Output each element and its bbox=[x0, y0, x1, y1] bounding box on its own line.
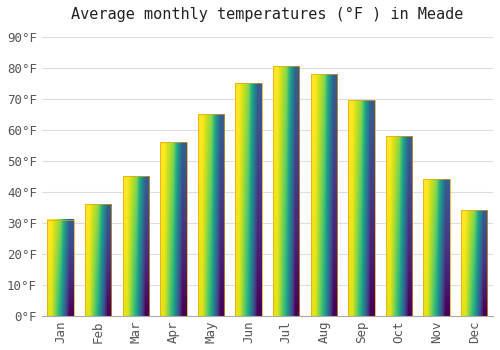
Bar bbox=[85, 204, 112, 316]
Bar bbox=[198, 114, 224, 316]
Bar bbox=[160, 142, 186, 316]
Bar bbox=[348, 100, 374, 316]
Bar bbox=[310, 74, 337, 316]
Bar bbox=[461, 210, 487, 316]
Title: Average monthly temperatures (°F ) in Meade: Average monthly temperatures (°F ) in Me… bbox=[71, 7, 464, 22]
Bar bbox=[48, 219, 74, 316]
Bar bbox=[122, 176, 149, 316]
Bar bbox=[424, 179, 450, 316]
Bar bbox=[236, 83, 262, 316]
Bar bbox=[386, 136, 412, 316]
Bar bbox=[273, 66, 299, 316]
